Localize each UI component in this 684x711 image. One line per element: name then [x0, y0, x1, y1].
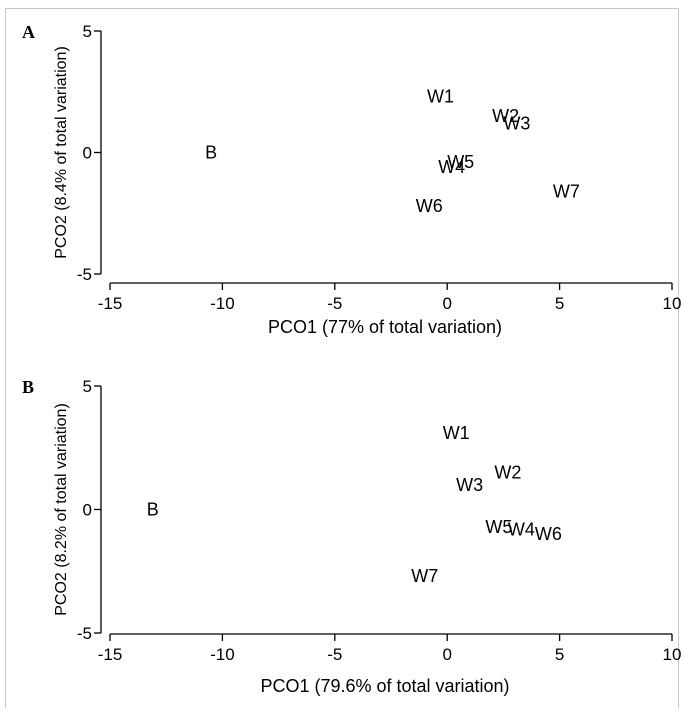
- data-point-label: W3: [503, 113, 530, 133]
- data-point-label: W5: [447, 152, 474, 172]
- y-tick-label: 5: [83, 377, 92, 396]
- x-tick-label: -10: [210, 294, 235, 313]
- chart-panel-b: B -5 0 5 -15 -10 -5 0 5 10 PCO1 (79.6% of total va…: [0, 358, 684, 711]
- data-point-label: W6: [535, 524, 562, 544]
- data-point-label: W2: [494, 462, 521, 482]
- x-tick-label: -5: [327, 645, 342, 664]
- chart-panel-a: A -5 0 5 -15 -10 -5 0 5 10 PCO1 (77% of total vari…: [22, 22, 682, 337]
- x-tick-label: 10: [663, 294, 682, 313]
- data-point-label: W7: [553, 181, 580, 201]
- x-tick-label: -15: [98, 645, 123, 664]
- data-point-label: W4: [508, 519, 535, 539]
- x-tick-label: 0: [442, 645, 451, 664]
- data-point-label: B: [205, 143, 217, 163]
- data-point-label: W2: [492, 106, 519, 126]
- data-point-label: B: [147, 500, 159, 520]
- data-point-label: W3: [456, 475, 483, 495]
- panel-label: A: [22, 22, 35, 42]
- y-tick-label: 0: [83, 501, 92, 520]
- x-tick-label: 5: [555, 645, 564, 664]
- x-tick-label: -15: [98, 294, 123, 313]
- x-tick-label: -5: [327, 294, 342, 313]
- data-point-label: W6: [416, 196, 443, 216]
- data-point-label: W7: [411, 566, 438, 586]
- y-tick-label: 0: [83, 144, 92, 163]
- y-axis-title: PCO2 (8.4% of total variation): [53, 46, 70, 259]
- y-axis-title: PCO2 (8.2% of total variation): [53, 403, 70, 616]
- y-tick-label: -5: [77, 265, 92, 284]
- y-tick-label: 5: [83, 22, 92, 41]
- x-tick-label: 5: [555, 294, 564, 313]
- data-point-label: W4: [438, 157, 465, 177]
- figure-frame: [5, 8, 679, 708]
- chart-b-svg: B -5 0 5 -15 -10 -5 0 5 10 PCO1 (79.6% of total va…: [22, 377, 682, 696]
- y-tick-label: -5: [77, 624, 92, 643]
- data-point-label: W5: [485, 517, 512, 537]
- data-point-label: W1: [443, 423, 470, 443]
- x-tick-label: 10: [663, 645, 682, 664]
- data-point-label: W1: [427, 87, 454, 107]
- x-axis-title: PCO1 (79.6% of total variation): [260, 676, 509, 696]
- chart-a-svg: A -5 0 5 -15 -10 -5 0 5 10 PCO1 (77% of total vari…: [22, 22, 682, 337]
- x-tick-label: -10: [210, 645, 235, 664]
- x-axis-title: PCO1 (77% of total variation): [268, 317, 502, 337]
- x-tick-label: 0: [442, 294, 451, 313]
- panel-label: B: [22, 377, 34, 397]
